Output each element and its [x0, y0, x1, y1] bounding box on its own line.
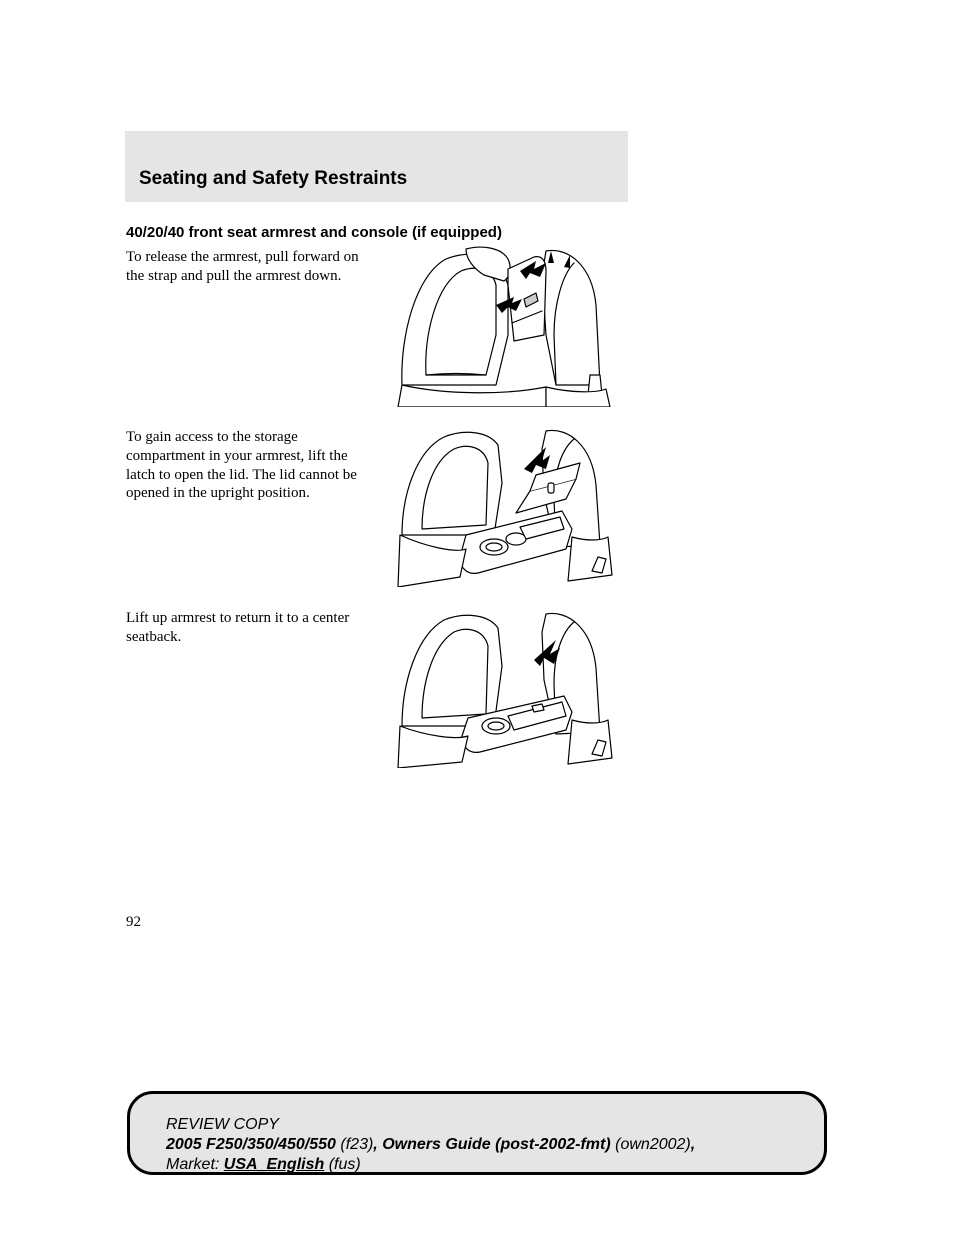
- footer-comma1: ,: [373, 1136, 377, 1153]
- seat-console-open-icon: [396, 425, 628, 587]
- illustration-armrest-storage: [396, 425, 628, 587]
- illustration-armrest-release: [396, 245, 628, 407]
- paragraph-1: To release the armrest, pull forward on …: [126, 248, 366, 286]
- footer-review-copy: REVIEW COPY: [166, 1116, 279, 1133]
- paragraph-2: To gain access to the storage compartmen…: [126, 428, 366, 503]
- footer-market-value: USA_English: [224, 1156, 324, 1173]
- footer-code2: (own2002): [615, 1136, 691, 1153]
- footer-vehicle: 2005 F250/350/450/550: [166, 1136, 336, 1153]
- page-number: 92: [126, 914, 141, 931]
- subheading: 40/20/40 front seat armrest and console …: [126, 224, 502, 241]
- illustration-armrest-return: [396, 606, 628, 768]
- footer-text: REVIEW COPY 2005 F250/350/450/550 (f23),…: [166, 1115, 695, 1175]
- manual-page: Seating and Safety Restraints 40/20/40 f…: [0, 0, 954, 1235]
- footer-code3: (fus): [329, 1156, 361, 1173]
- paragraph-3: Lift up armrest to return it to a center…: [126, 609, 366, 647]
- footer-guide: Owners Guide (post-2002-fmt): [382, 1136, 610, 1153]
- seat-armrest-up-icon: [396, 606, 628, 768]
- footer-market-label: Market:: [166, 1156, 219, 1173]
- footer-metadata-box: REVIEW COPY 2005 F250/350/450/550 (f23),…: [127, 1091, 827, 1175]
- section-title: Seating and Safety Restraints: [139, 168, 407, 190]
- footer-comma2: ,: [691, 1136, 695, 1153]
- section-header-bar: Seating and Safety Restraints: [125, 131, 628, 202]
- seat-diagram-icon: [396, 245, 628, 407]
- footer-code1: (f23): [340, 1136, 373, 1153]
